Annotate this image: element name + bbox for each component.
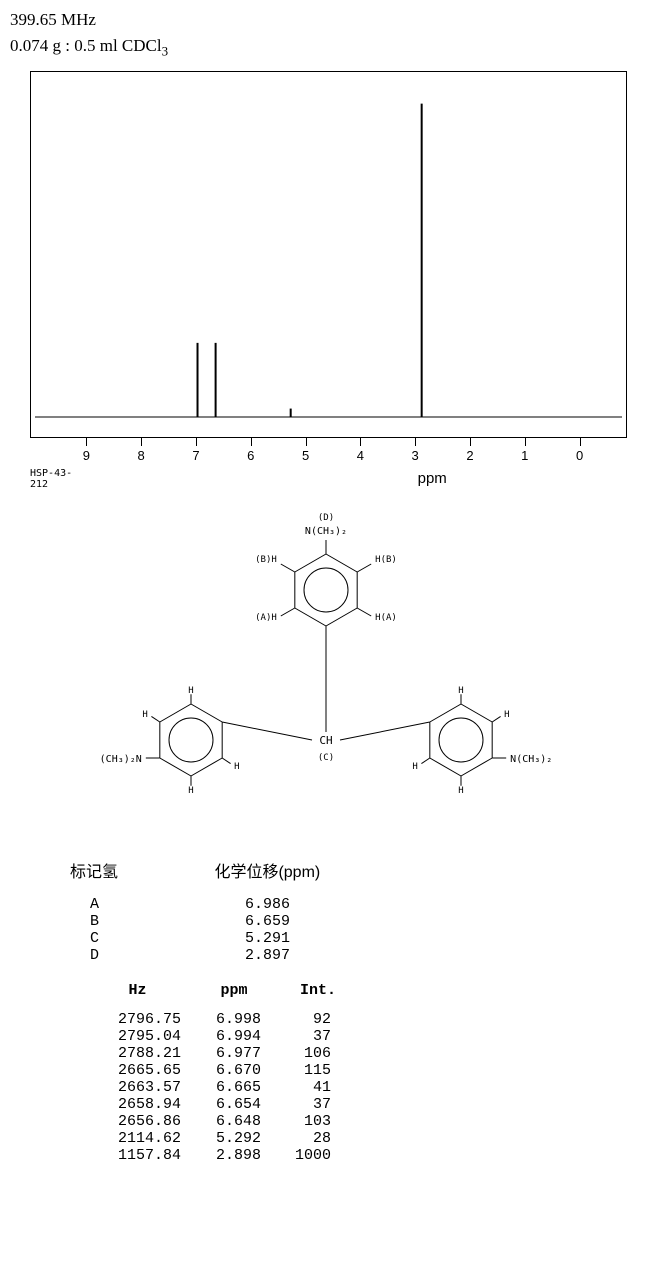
peak-row: 2663.576.66541	[86, 1079, 642, 1096]
axis-tick	[580, 438, 581, 446]
shift-row: A6.986	[90, 896, 642, 913]
svg-text:H: H	[188, 686, 193, 696]
data-section: 标记氢 化学位移(ppm) A6.986B6.659C5.291D2.897 H…	[70, 858, 642, 1164]
sample-label: 0.074 g : 0.5 ml CDCl3	[10, 36, 642, 59]
axis-tick-label: 0	[576, 448, 583, 463]
svg-text:N(CH₃)₂: N(CH₃)₂	[510, 754, 552, 765]
sample-text: 0.074 g : 0.5 ml CDCl	[10, 36, 162, 55]
axis-tick	[470, 438, 471, 446]
x-axis-label: ppm	[222, 470, 642, 487]
peak-header-int: Int.	[283, 982, 353, 999]
peak-table: 2796.756.998922795.046.994372788.216.977…	[86, 1011, 642, 1164]
peak-header-ppm: ppm	[194, 982, 274, 999]
peak-row: 2114.625.29228	[86, 1130, 642, 1147]
svg-text:(C): (C)	[318, 753, 334, 763]
x-axis-ticks: 9 8 7 6 5 4 3 2 1 0	[30, 438, 627, 468]
svg-text:(D): (D)	[318, 513, 334, 523]
shift-table: A6.986B6.659C5.291D2.897	[90, 896, 642, 964]
spectrum-plot	[30, 71, 627, 438]
axis-tick	[360, 438, 361, 446]
svg-text:(B)H: (B)H	[255, 555, 277, 565]
axis-tick-label: 6	[247, 448, 254, 463]
axis-tick	[415, 438, 416, 446]
svg-text:H(A): H(A)	[375, 613, 397, 623]
axis-tick-label: 2	[466, 448, 473, 463]
peak-table-header: Hz ppm Int.	[90, 982, 642, 999]
peak-row: 2665.656.670115	[86, 1062, 642, 1079]
frequency-label: 399.65 MHz	[10, 10, 642, 30]
axis-tick	[251, 438, 252, 446]
shift-row: D2.897	[90, 947, 642, 964]
axis-tick	[141, 438, 142, 446]
svg-text:(A)H: (A)H	[255, 613, 277, 623]
peak-row: 2656.866.648103	[86, 1113, 642, 1130]
shift-header-col1: 标记氢	[70, 858, 210, 882]
axis-tick-label: 7	[192, 448, 199, 463]
axis-tick-label: 3	[412, 448, 419, 463]
axis-tick-label: 8	[138, 448, 145, 463]
peak-header-hz: Hz	[90, 982, 185, 999]
axis-tick	[196, 438, 197, 446]
peak-row: 1157.842.8981000	[86, 1147, 642, 1164]
shift-row: C5.291	[90, 930, 642, 947]
svg-text:(CH₃)₂N: (CH₃)₂N	[100, 754, 142, 765]
svg-text:H: H	[142, 710, 147, 720]
svg-text:H: H	[458, 686, 463, 696]
svg-text:H: H	[458, 786, 463, 796]
sample-id: HSP-43-212	[30, 468, 72, 490]
structure-svg: (D) N(CH₃)₂ (B)H H(B) (A)H H(A) CH (C) H H H H (CH₃)…	[46, 500, 606, 840]
shift-header-col2: 化学位移(ppm)	[214, 864, 320, 881]
axis-tick-label: 5	[302, 448, 309, 463]
svg-text:H: H	[234, 762, 239, 772]
svg-text:H: H	[412, 762, 417, 772]
svg-text:H: H	[188, 786, 193, 796]
sample-sub: 3	[162, 43, 169, 58]
axis-tick-label: 4	[357, 448, 364, 463]
peak-row: 2658.946.65437	[86, 1096, 642, 1113]
svg-text:N(CH₃)₂: N(CH₃)₂	[305, 526, 347, 537]
structure-diagram: (D) N(CH₃)₂ (B)H H(B) (A)H H(A) CH (C) H H H H (CH₃)…	[26, 500, 626, 840]
spectrum-svg	[31, 72, 626, 437]
axis-tick	[525, 438, 526, 446]
svg-text:H(B): H(B)	[375, 555, 397, 565]
axis-tick-label: 9	[83, 448, 90, 463]
axis-tick-label: 1	[521, 448, 528, 463]
shift-row: B6.659	[90, 913, 642, 930]
shift-table-header: 标记氢 化学位移(ppm)	[70, 858, 642, 882]
peak-row: 2788.216.977106	[86, 1045, 642, 1062]
svg-text:H: H	[504, 710, 509, 720]
peak-row: 2795.046.99437	[86, 1028, 642, 1045]
axis-tick	[86, 438, 87, 446]
peak-row: 2796.756.99892	[86, 1011, 642, 1028]
axis-tick	[306, 438, 307, 446]
svg-text:CH: CH	[319, 734, 332, 747]
